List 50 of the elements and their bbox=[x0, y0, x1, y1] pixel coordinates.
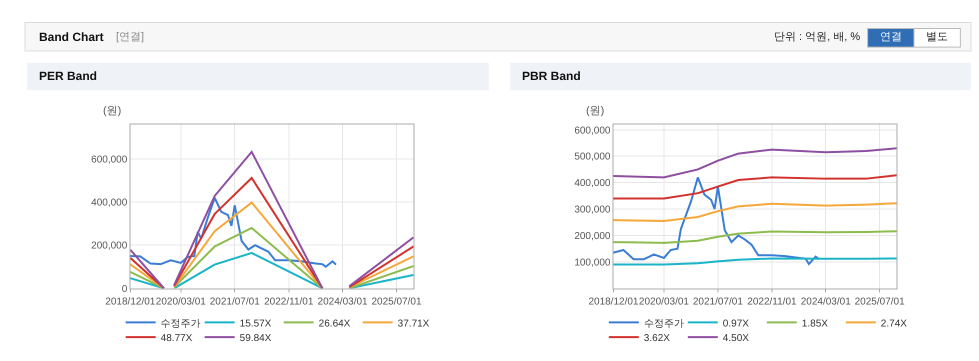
y-tick-label: 200,000 bbox=[574, 230, 611, 242]
x-tick-label: 2024/03/01 bbox=[800, 296, 852, 308]
text: 별도 bbox=[926, 31, 948, 43]
y-tick-label: 100,000 bbox=[574, 257, 611, 268]
x-tick-label: 2024/03/01 bbox=[318, 296, 368, 308]
legend-label: 15.57X bbox=[240, 318, 272, 330]
x-tick-label: 2022/11/01 bbox=[747, 296, 798, 308]
legend-label: 수정주가 bbox=[160, 318, 201, 330]
chart-title: PBR Band bbox=[522, 69, 581, 83]
legend-label: 3.62X bbox=[644, 333, 670, 344]
line-series bbox=[613, 174, 897, 200]
legend-label: 0.97X bbox=[722, 318, 750, 330]
text: [연결] bbox=[116, 31, 144, 43]
legend-label: 26.64X bbox=[318, 318, 351, 330]
y-tick-label: 400,000 bbox=[574, 178, 611, 190]
legend-label: 37.71X bbox=[398, 318, 430, 330]
y-tick-label: 400,000 bbox=[91, 198, 128, 209]
line-series bbox=[613, 147, 897, 178]
line-series bbox=[613, 230, 897, 244]
x-tick-label: 2025/07/01 bbox=[854, 296, 906, 308]
x-tick-label: 2025/07/01 bbox=[371, 296, 422, 308]
line-series bbox=[613, 176, 820, 265]
y-tick-label: 600,000 bbox=[574, 125, 611, 136]
y-tick-label: 200,000 bbox=[91, 240, 128, 252]
legend-label: 59.84X bbox=[240, 333, 272, 344]
text: 연결 bbox=[880, 31, 902, 43]
line-series bbox=[613, 202, 897, 222]
legend-label: 수정주가 bbox=[644, 318, 684, 330]
text: Band Chart bbox=[39, 30, 104, 44]
y-tick-label: 0 bbox=[122, 284, 128, 295]
legend-label: 2.74X bbox=[880, 318, 908, 330]
line-series bbox=[130, 196, 337, 268]
y-axis-title: (원) bbox=[586, 105, 604, 117]
x-tick-label: 2021/07/01 bbox=[210, 296, 260, 308]
x-tick-label: 2020/03/01 bbox=[156, 296, 206, 308]
y-tick-label: 300,000 bbox=[574, 204, 611, 216]
legend-label: 1.85X bbox=[802, 318, 828, 330]
y-axis-title: (원) bbox=[103, 105, 122, 117]
y-tick-label: 600,000 bbox=[91, 154, 128, 166]
y-tick-label: 500,000 bbox=[574, 152, 611, 163]
legend-label: 4.50X bbox=[722, 333, 750, 344]
x-tick-label: 2021/07/01 bbox=[692, 296, 744, 308]
x-tick-label: 2022/11/01 bbox=[264, 296, 314, 308]
x-tick-label: 2018/12/01 bbox=[105, 296, 156, 308]
line-series bbox=[613, 257, 897, 266]
x-tick-label: 2018/12/01 bbox=[588, 296, 639, 308]
legend-label: 48.77X bbox=[160, 333, 193, 344]
x-tick-label: 2020/03/01 bbox=[638, 296, 690, 308]
chart-title: PER Band bbox=[39, 69, 98, 83]
text: 단위 : 억원, 배, % bbox=[774, 31, 860, 43]
